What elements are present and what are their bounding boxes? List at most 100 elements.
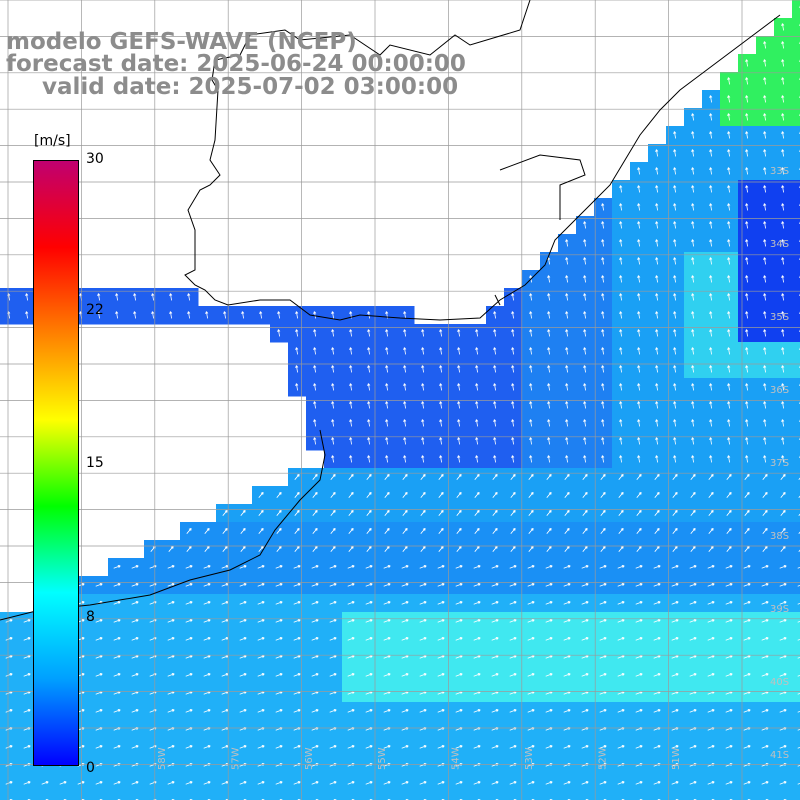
wind-arrow bbox=[438, 545, 444, 552]
wind-arrow bbox=[599, 619, 607, 623]
wind-arrow bbox=[511, 311, 515, 319]
wind-arrow bbox=[491, 583, 499, 587]
wind-arrow bbox=[779, 637, 787, 641]
wind-arrow bbox=[456, 545, 462, 552]
uruguay-border bbox=[499, 154, 586, 220]
wind-arrow bbox=[527, 709, 535, 713]
wind-cell bbox=[792, 774, 800, 793]
wind-arrow bbox=[673, 149, 677, 157]
wind-arrow bbox=[365, 709, 373, 713]
wind-arrow bbox=[473, 709, 481, 713]
wind-arrow bbox=[509, 781, 517, 785]
wind-arrow bbox=[473, 673, 481, 677]
wind-arrow bbox=[709, 365, 713, 373]
wind-arrow bbox=[672, 545, 678, 552]
wind-arrow bbox=[565, 347, 569, 355]
wind-arrow bbox=[565, 293, 569, 301]
wind-arrow bbox=[185, 637, 193, 641]
wind-arrow bbox=[725, 781, 733, 785]
wind-arrow bbox=[745, 293, 749, 301]
wind-arrow bbox=[367, 365, 371, 373]
wind-arrow bbox=[329, 583, 337, 587]
wind-arrow bbox=[529, 311, 533, 319]
wind-arrow bbox=[619, 293, 623, 301]
wind-arrow bbox=[763, 293, 767, 301]
wind-arrow bbox=[780, 509, 786, 516]
wind-cell bbox=[216, 792, 235, 800]
wind-arrow bbox=[348, 527, 354, 534]
wind-arrow bbox=[745, 383, 749, 391]
wind-arrow bbox=[763, 131, 767, 139]
wind-cell bbox=[180, 792, 199, 800]
wind-arrow bbox=[583, 365, 587, 373]
wind-cell bbox=[792, 792, 800, 800]
wind-arrow bbox=[582, 527, 588, 534]
wind-cell bbox=[792, 612, 800, 631]
wind-arrow bbox=[582, 491, 588, 498]
wind-arrow bbox=[727, 383, 731, 391]
wind-arrow bbox=[131, 619, 139, 623]
wind-arrow bbox=[707, 601, 715, 605]
wind-arrow bbox=[671, 745, 679, 749]
wind-arrow bbox=[367, 401, 371, 409]
wind-arrow bbox=[690, 491, 696, 498]
wind-arrow bbox=[654, 491, 660, 498]
wind-arrow bbox=[725, 637, 733, 641]
wind-cell bbox=[468, 792, 487, 800]
wind-arrow bbox=[547, 383, 551, 391]
wind-arrow bbox=[491, 637, 499, 641]
wind-arrow bbox=[509, 601, 517, 605]
wind-arrow bbox=[384, 491, 390, 498]
wind-arrow bbox=[365, 601, 373, 605]
wind-arrow bbox=[167, 619, 175, 623]
wind-arrow bbox=[347, 673, 355, 677]
wind-arrow bbox=[709, 383, 713, 391]
wind-cell bbox=[270, 792, 289, 800]
wind-arrow bbox=[672, 509, 678, 516]
wind-arrow bbox=[689, 565, 697, 569]
wind-cell bbox=[198, 792, 217, 800]
wind-arrow bbox=[797, 566, 800, 569]
wind-arrow bbox=[564, 545, 570, 552]
wind-arrow bbox=[419, 781, 427, 785]
wind-arrow bbox=[329, 673, 337, 677]
wind-arrow bbox=[131, 745, 139, 749]
wind-arrow bbox=[473, 601, 481, 605]
wind-arrow bbox=[763, 149, 767, 157]
wind-cell bbox=[450, 792, 469, 800]
wind-arrow bbox=[727, 113, 731, 121]
wind-arrow bbox=[385, 401, 389, 409]
wind-arrow bbox=[745, 221, 749, 229]
wind-arrow bbox=[115, 311, 119, 319]
wind-arrow bbox=[779, 619, 787, 623]
wind-arrow bbox=[330, 509, 336, 516]
wind-arrow bbox=[727, 455, 731, 463]
wind-arrow bbox=[401, 619, 409, 623]
wind-arrow bbox=[365, 781, 373, 785]
wind-arrow bbox=[491, 673, 499, 677]
wind-arrow bbox=[349, 383, 353, 391]
wind-arrow bbox=[113, 583, 121, 587]
wind-arrow bbox=[673, 275, 677, 283]
wind-arrow bbox=[131, 709, 139, 713]
wind-arrow bbox=[313, 419, 317, 427]
wind-arrow bbox=[275, 673, 283, 677]
wind-arrow bbox=[563, 781, 571, 785]
wind-arrow bbox=[95, 619, 103, 623]
wind-arrow bbox=[366, 473, 372, 480]
wind-arrow bbox=[185, 709, 193, 713]
wind-arrow bbox=[401, 565, 409, 569]
wind-arrow bbox=[383, 565, 391, 569]
wind-arrow bbox=[276, 545, 282, 552]
wind-arrow bbox=[365, 745, 373, 749]
wind-arrow bbox=[781, 257, 785, 265]
wind-cell bbox=[396, 792, 415, 800]
wind-arrow bbox=[257, 637, 265, 641]
wind-arrow bbox=[673, 437, 677, 445]
wind-arrow bbox=[761, 583, 769, 587]
wind-arrow bbox=[780, 527, 786, 534]
wind-arrow bbox=[779, 745, 787, 749]
wind-arrow bbox=[204, 527, 210, 534]
wind-arrow bbox=[673, 329, 677, 337]
wind-arrow bbox=[547, 401, 551, 409]
